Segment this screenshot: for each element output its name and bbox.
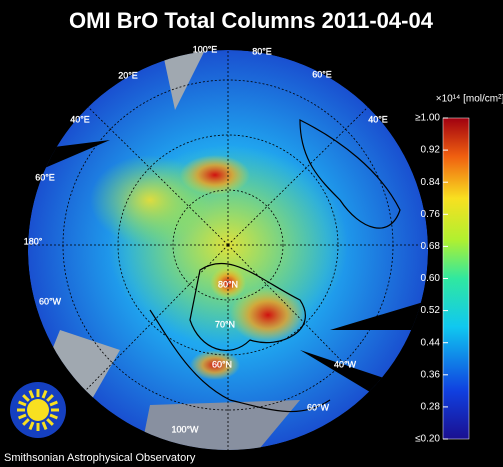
- colorbar-tick-label: ≤0.20: [415, 434, 440, 445]
- map-label: 80°E: [252, 46, 272, 56]
- bro-hotspot: [230, 287, 306, 343]
- bro-field: [90, 155, 210, 245]
- logo-ray: [49, 400, 58, 407]
- colorbar-tick-label: 0.76: [421, 209, 441, 220]
- bro-hotspot: [180, 155, 250, 195]
- logo-ray: [28, 421, 35, 430]
- logo-ray: [28, 390, 35, 399]
- logo-ray: [22, 418, 30, 426]
- map-label: 100°W: [171, 424, 199, 434]
- map-label: 20°E: [118, 70, 138, 80]
- colorbar-tick-label: 0.84: [421, 177, 441, 188]
- logo-ray: [22, 394, 30, 402]
- no-data: [330, 300, 428, 330]
- map-label: 60°E: [35, 172, 55, 182]
- colorbar-tick-label: 0.44: [421, 337, 441, 348]
- logo: [10, 382, 66, 438]
- logo-ray: [46, 418, 54, 426]
- colorbar-tick-label: 0.52: [421, 305, 441, 316]
- credit: Smithsonian Astrophysical Observatory: [4, 452, 196, 464]
- map-label: 60°E: [312, 69, 332, 79]
- logo-ray: [46, 394, 54, 402]
- map: [28, 50, 428, 450]
- colorbar-tick-label: ≥1.00: [415, 113, 440, 124]
- map-label: 40°E: [70, 114, 90, 124]
- coastline: [149, 119, 401, 413]
- colorbar-tick-label: 0.36: [421, 369, 441, 380]
- logo-ray: [41, 421, 48, 430]
- colorbar-tick-label: 0.68: [421, 241, 441, 252]
- map-label: 40°E: [368, 114, 388, 124]
- logo-ray: [18, 400, 27, 407]
- map-label: 180°: [24, 236, 43, 246]
- title: OMI BrO Total Columns 2011-04-04: [69, 8, 434, 33]
- map-label: 70°N: [215, 319, 235, 329]
- logo-ray: [49, 413, 58, 420]
- logo-ray: [41, 390, 48, 399]
- map-label: 100°E: [193, 44, 218, 54]
- colorbar-tick-label: 0.28: [421, 402, 441, 413]
- colorbar-tick-label: 0.60: [421, 273, 441, 284]
- colorbar-unit: ×10¹⁴ [mol/cm²]: [436, 94, 503, 105]
- map-label: 60°N: [212, 359, 232, 369]
- map-label: 40°W: [334, 359, 357, 369]
- bro-hotspot: [190, 350, 240, 380]
- map-label: 60°W: [307, 402, 330, 412]
- colorbar-tick-label: 0.92: [421, 145, 441, 156]
- logo-ray: [18, 413, 27, 420]
- map-label: 80°N: [218, 279, 238, 289]
- map-label: 60°W: [39, 296, 62, 306]
- graticule: [28, 50, 428, 450]
